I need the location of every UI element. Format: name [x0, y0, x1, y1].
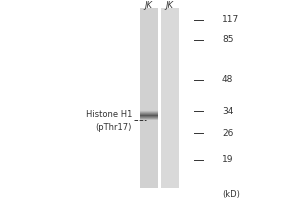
- Text: (kD): (kD): [222, 190, 240, 198]
- Text: Histone H1: Histone H1: [85, 110, 132, 119]
- Text: 117: 117: [222, 16, 239, 24]
- Text: (pThr17): (pThr17): [96, 122, 132, 132]
- Text: JK: JK: [145, 0, 152, 9]
- Text: 19: 19: [222, 156, 233, 164]
- Text: 26: 26: [222, 129, 233, 138]
- Text: 48: 48: [222, 75, 233, 84]
- Text: 85: 85: [222, 36, 233, 45]
- Text: 34: 34: [222, 107, 233, 116]
- Text: JK: JK: [166, 0, 173, 9]
